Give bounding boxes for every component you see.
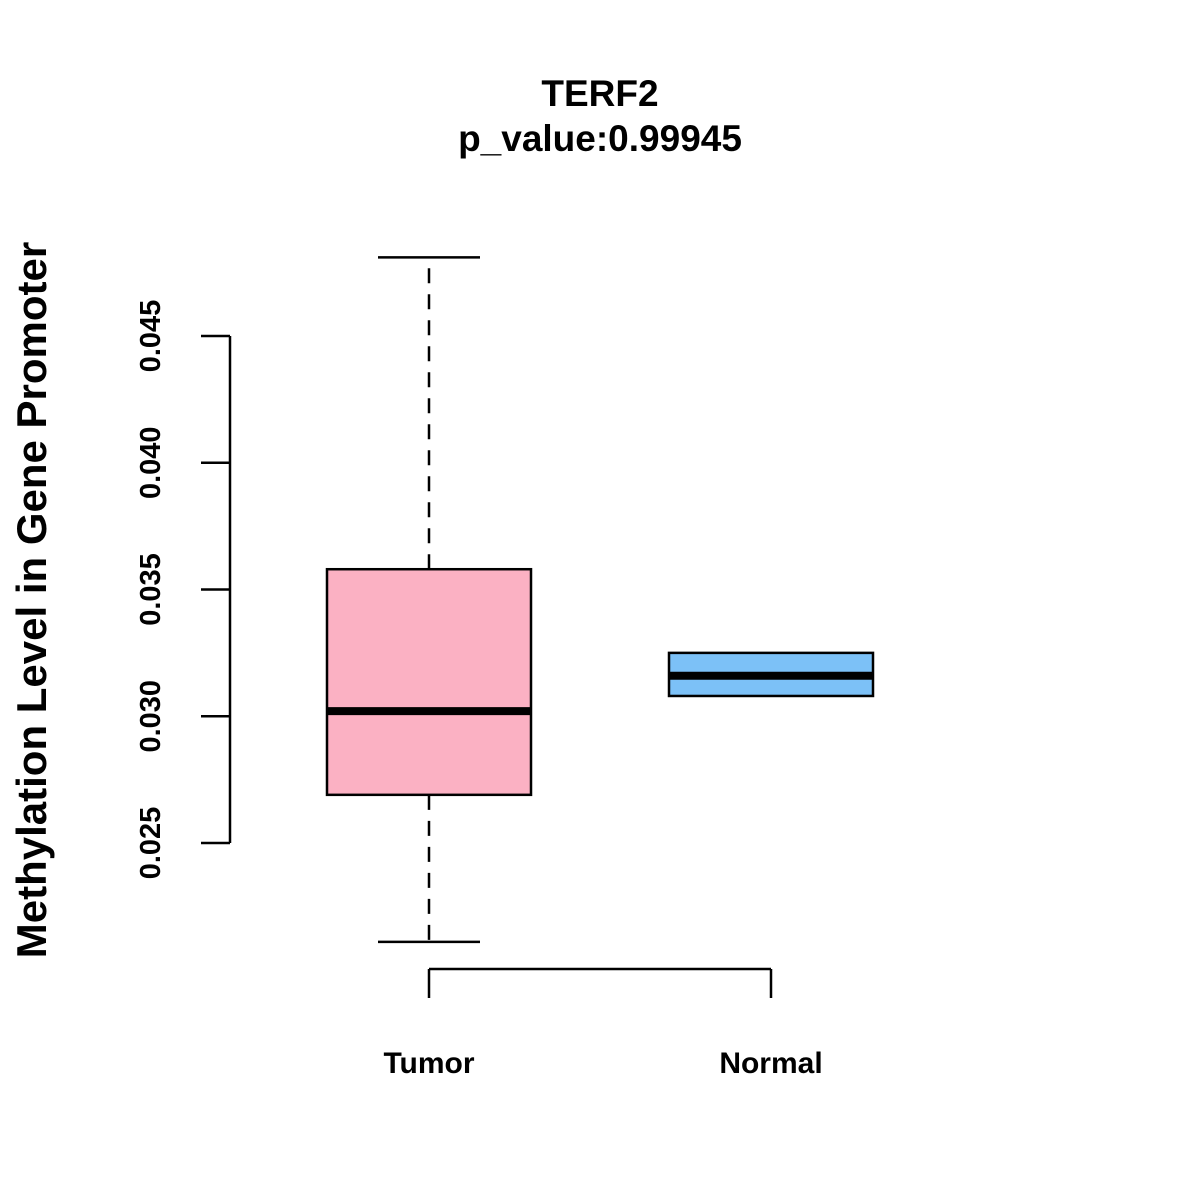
y-tick-label: 0.025 (135, 807, 167, 880)
box-normal (667, 651, 875, 698)
box-tumor (325, 256, 533, 944)
y-tick-label: 0.030 (135, 680, 167, 753)
box-iqr (325, 567, 533, 797)
x-axis: Tumor Normal (383, 967, 823, 1080)
y-axis-label: Methylation Level in Gene Promoter (8, 242, 55, 958)
y-axis: 0.025 0.030 0.035 0.040 0.045 (135, 300, 232, 880)
x-tick-label: Tumor (383, 1047, 474, 1080)
y-tick-label: 0.040 (135, 426, 167, 499)
y-tick-label: 0.035 (135, 553, 167, 626)
box-group (325, 256, 875, 944)
chart-subtitle: p_value:0.99945 (458, 118, 742, 159)
chart-title: TERF2 (541, 73, 658, 114)
x-tick-label: Normal (719, 1047, 822, 1080)
y-tick-label: 0.045 (135, 300, 167, 373)
